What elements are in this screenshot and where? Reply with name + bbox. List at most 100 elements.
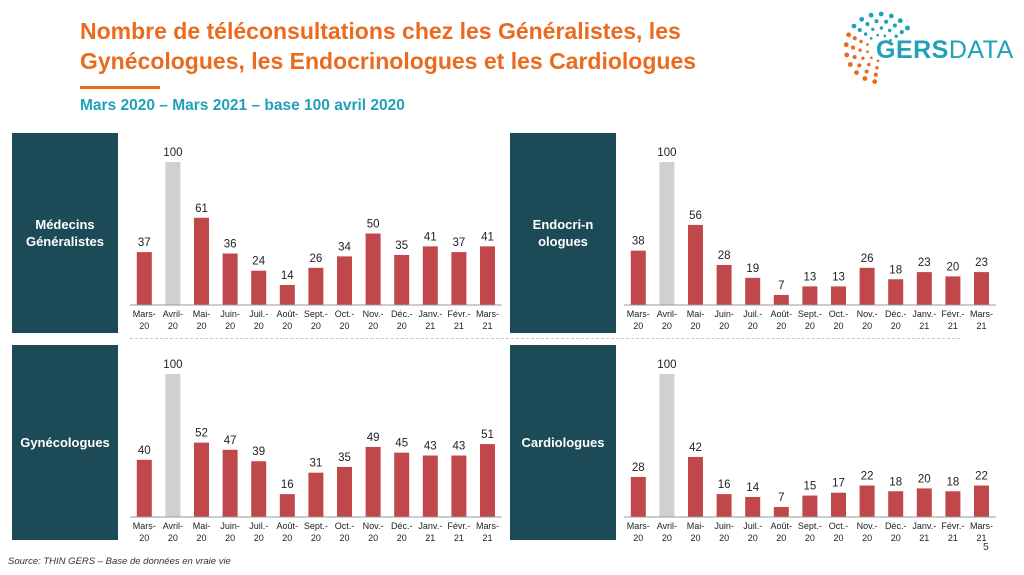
tick-label: Juil.- [743,521,762,531]
bar-Nov.-20 [859,485,875,517]
bar-Juin-20 [222,253,238,305]
bar-Oct.-20 [831,492,846,517]
tick-label: Sept.- [798,309,822,319]
data-label: 16 [718,479,731,491]
tick-label: Mars- [133,521,156,531]
logo-dot [888,28,892,33]
tick-label: 20 [225,321,235,331]
tick-label: 20 [339,533,349,543]
bar-Juil.-20 [251,270,267,305]
logo-dot [865,22,870,27]
data-label: 34 [338,241,351,253]
bar-Juin-20 [222,449,238,517]
chart-cardiologues: 28 Mars- 20 100 Avril- 20 42 Mai- 20 16 Juin- 20 14 J… [620,345,1000,545]
bar-Août-20 [279,284,295,305]
tick-label: 20 [776,533,786,543]
bar-Juin-20 [716,494,732,517]
tick-label: Févr.- [447,309,470,319]
bar-Févr.-21 [945,276,961,305]
tick-label: 20 [282,533,292,543]
data-label: 13 [804,271,817,283]
tick-label: 21 [976,321,986,331]
tick-label: Avril- [163,309,183,319]
tick-label: Mars- [133,309,156,319]
data-label: 14 [281,270,294,282]
bar-Mars-20 [630,476,646,517]
logo-dot [873,72,878,77]
data-label: 28 [632,462,645,474]
data-label: 39 [252,446,265,458]
bar-Mars-21 [974,485,989,517]
chart-gynecologues: 40 Mars- 20 100 Avril- 20 52 Mai- 20 47 Juin- 20 39 J… [126,345,506,545]
data-label: 24 [252,256,265,268]
logo-dot [899,30,904,35]
data-label: 19 [746,263,759,275]
tick-label: 20 [862,321,872,331]
bar-Sept.-20 [802,495,818,517]
chart-endocrinologues: 38 Mars- 20 100 Avril- 20 56 Mai- 20 28 Juin- 20 19 J… [620,133,1000,333]
data-label: 28 [718,250,731,262]
data-label: 43 [424,441,437,453]
logo-dot [868,12,874,18]
logo-dot [874,19,879,24]
tick-label: 20 [862,533,872,543]
data-label: 15 [804,481,817,493]
logo-dot [905,25,910,31]
logo-dot [879,26,884,30]
bar-chart-svg: 38 Mars- 20 100 Avril- 20 56 Mai- 20 28 Juin- 20 19 J… [624,147,996,331]
data-label: 49 [367,432,380,444]
tick-label: 20 [719,321,729,331]
bar-Août-20 [773,294,789,305]
data-label: 31 [310,458,323,470]
bar-Juil.-20 [251,461,267,517]
bar-Avril-20 [659,162,675,305]
logo-dot [889,39,892,42]
tick-label: Nov.- [363,309,384,319]
bar-Janv.-21 [422,455,438,517]
data-label: 37 [138,237,151,249]
panel-label-endocrinologues: Endocri-nologues [510,133,616,333]
bar-Oct.-20 [831,286,846,305]
tick-label: 20 [662,533,672,543]
tick-label: Juin- [714,309,734,319]
logo-wordmark: GERSDATA [876,36,1014,64]
tick-label: Avril- [163,521,183,531]
data-label: 16 [281,479,294,491]
section-divider [130,338,960,339]
tick-label: Déc.- [885,521,907,531]
data-label: 37 [453,237,466,249]
tick-label: 20 [168,321,178,331]
bar-Janv.-21 [916,488,932,517]
tick-label: 20 [662,321,672,331]
tick-label: 20 [833,321,843,331]
bar-Janv.-21 [422,246,438,305]
bar-Mai-20 [688,456,703,517]
source-note: Source: THIN GERS – Base de données en v… [8,556,231,567]
tick-label: 21 [425,533,435,543]
logo-dot [843,42,849,48]
tick-label: 20 [139,321,149,331]
tick-label: Mai- [193,309,211,319]
tick-label: Déc.- [391,521,413,531]
tick-label: 20 [311,321,321,331]
tick-label: 20 [196,533,206,543]
data-label: 52 [195,428,208,440]
tick-label: Juil.- [249,521,268,531]
logo-dot [847,62,853,67]
data-label: 23 [975,257,988,269]
data-label: 20 [947,261,960,273]
data-label: 36 [224,239,237,251]
tick-label: 21 [482,321,492,331]
page-number: 5 [983,541,989,553]
bar-Oct.-20 [337,256,352,305]
logo-dot [864,69,869,74]
tick-label: Mars- [476,309,499,319]
data-label: 14 [746,482,759,494]
data-label: 35 [338,452,351,464]
tick-label: 20 [748,321,758,331]
logo-dot [876,59,880,63]
tick-label: Nov.- [857,309,878,319]
tick-label: Juin- [220,309,240,319]
data-label: 100 [163,359,182,371]
bar-Mars-21 [480,444,495,517]
